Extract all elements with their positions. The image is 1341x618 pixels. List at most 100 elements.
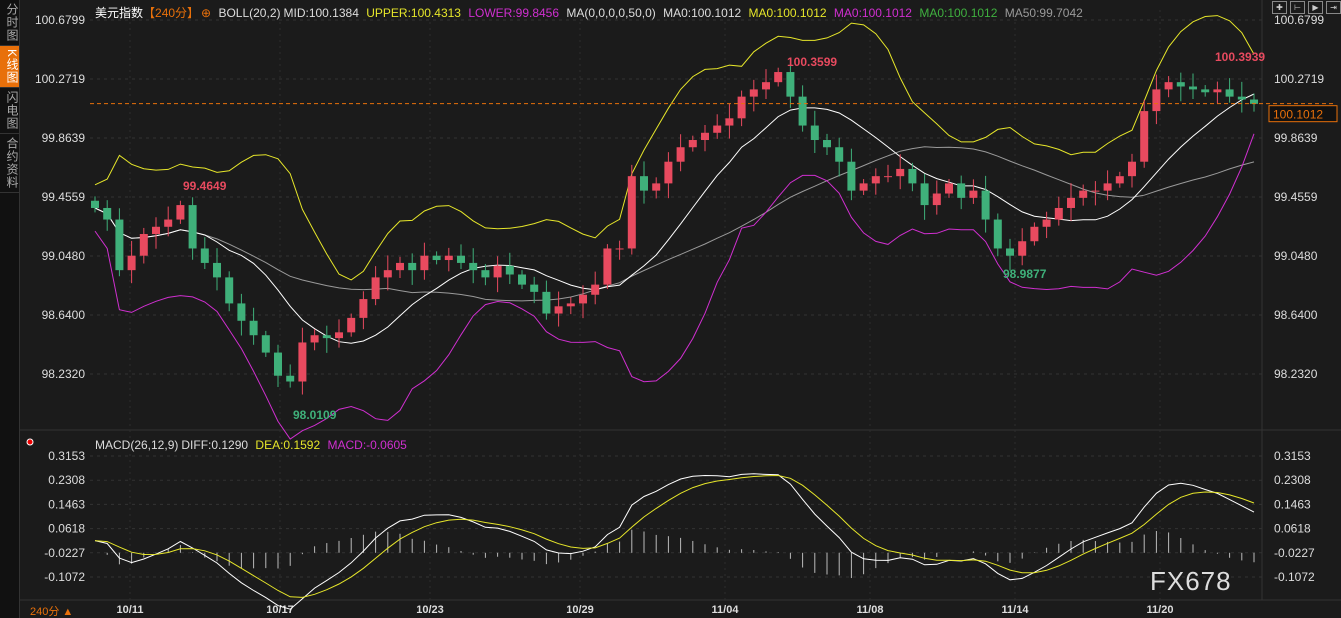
candle-body xyxy=(469,262,478,271)
tab-flash-chart[interactable]: 闪电图 xyxy=(0,88,19,135)
candle-body xyxy=(542,291,551,314)
y-tick-left: 100.2719 xyxy=(35,72,85,86)
candle-body xyxy=(884,176,892,178)
macd-y-tick-left: 0.2308 xyxy=(48,473,85,487)
candle-body xyxy=(1042,219,1051,227)
candle-body xyxy=(969,190,978,198)
candle-body xyxy=(152,226,160,235)
macd-y-tick-right: 0.1463 xyxy=(1274,497,1311,511)
candle-body xyxy=(1018,241,1027,256)
tab-contract-info[interactable]: 合约资料 xyxy=(0,134,19,194)
candle-body xyxy=(725,118,734,126)
watermark: FX678 xyxy=(1150,566,1232,596)
candle-body xyxy=(1237,96,1246,100)
candle-body xyxy=(1164,82,1173,90)
y-tick-right: 100.6799 xyxy=(1274,13,1324,27)
candle-body xyxy=(676,147,685,162)
macd-y-tick-left: 0.0618 xyxy=(48,522,85,536)
boll-lower: LOWER:99.8456 xyxy=(468,6,560,20)
tab-k-line[interactable]: K线图 xyxy=(0,46,19,89)
target-icon[interactable]: ⊕ xyxy=(201,6,212,20)
candle-body xyxy=(554,306,563,314)
candle-body xyxy=(457,255,465,263)
macd-y-tick-right: -0.0227 xyxy=(1274,546,1315,560)
crosshair-icon[interactable]: ✚ xyxy=(1272,1,1287,14)
candle-body xyxy=(1128,161,1136,177)
ma0-a: MA0:100.1012 xyxy=(663,6,742,20)
period-label[interactable]: 【240分】 xyxy=(143,6,200,20)
candle-body xyxy=(591,284,600,295)
macd-y-tick-left: 0.3153 xyxy=(48,449,85,463)
candle-body xyxy=(810,125,819,141)
candle-body xyxy=(200,248,209,263)
candle-body xyxy=(908,168,917,184)
candle-body xyxy=(945,183,953,194)
ma50-label: MA50:99.7042 xyxy=(1004,6,1083,20)
candle-body xyxy=(176,205,185,220)
candle-body xyxy=(896,168,905,177)
macd-y-tick-right: -0.1072 xyxy=(1274,570,1315,584)
candle-body xyxy=(359,299,368,318)
candle-body xyxy=(920,183,929,206)
candle-body xyxy=(1006,248,1014,256)
candle-body xyxy=(518,274,526,285)
play-range-icon[interactable]: ▶ xyxy=(1308,1,1323,14)
macd-y-tick-left: -0.1072 xyxy=(44,570,85,584)
candle-body xyxy=(261,335,270,353)
candle-body xyxy=(408,262,417,271)
move-right-icon[interactable]: ⇥ xyxy=(1326,1,1341,14)
candle-body xyxy=(932,193,941,206)
candle-body xyxy=(798,96,807,126)
boll-upper-line xyxy=(94,15,1255,281)
candle-body xyxy=(774,72,783,83)
macd-legend: MACD(26,12,9) DIFF:0.1290 DEA:0.1592 MACD… xyxy=(95,438,411,452)
macd-name: MACD(26,12,9) xyxy=(95,438,179,452)
candle-body xyxy=(1213,89,1222,93)
timeframe-selector[interactable]: 240分 ▲ xyxy=(30,606,74,618)
ma0-d: MA0:100.1012 xyxy=(919,6,998,20)
candle-body xyxy=(859,183,868,191)
annotation-high: 99.4649 xyxy=(183,179,227,193)
candle-body xyxy=(188,205,197,249)
boll-lower-line xyxy=(94,133,1255,440)
macd-dea: DEA:0.1592 xyxy=(255,438,321,452)
main-legend: 美元指数【240分】 ⊕ BOLL(20,2) MID:100.1384 UPPER… xyxy=(95,4,1087,21)
y-tick-right: 98.6400 xyxy=(1274,308,1318,322)
x-tick-label: 10/23 xyxy=(416,604,444,616)
y-tick-right: 98.2320 xyxy=(1274,367,1318,381)
candle-body xyxy=(310,335,319,343)
zoom-range-icon[interactable]: ⊢ xyxy=(1290,1,1305,14)
candle-body xyxy=(249,320,258,336)
candle-body xyxy=(627,176,636,249)
x-tick-label: 11/08 xyxy=(857,604,884,616)
candle-body xyxy=(213,262,221,278)
sidebar: 分时图 K线图 闪电图 合约资料 xyxy=(0,0,20,618)
candle-body xyxy=(566,303,575,307)
candle-body xyxy=(444,255,453,261)
candle-body xyxy=(1176,82,1185,87)
macd-settings-icon[interactable] xyxy=(26,438,34,446)
x-tick-label: 10/17 xyxy=(266,604,294,616)
current-price-box xyxy=(1268,105,1338,123)
tab-time-chart[interactable]: 分时图 xyxy=(0,0,19,46)
candle-body xyxy=(579,294,587,304)
ma50-line xyxy=(94,146,1255,302)
candle-body xyxy=(383,270,392,278)
candle-body xyxy=(1250,99,1258,104)
candle-body xyxy=(530,284,539,292)
candle-body xyxy=(957,183,966,198)
macd-y-tick-right: 0.3153 xyxy=(1274,449,1311,463)
candle-body xyxy=(139,234,148,256)
candle-body xyxy=(652,183,661,191)
candle-body xyxy=(664,161,673,184)
x-tick-label: 11/20 xyxy=(1147,604,1174,616)
candle-body xyxy=(493,265,502,278)
candle-body xyxy=(432,255,441,261)
boll-upper: UPPER:100.4313 xyxy=(366,6,461,20)
candle-body xyxy=(749,89,758,97)
macd-y-tick-right: 0.0618 xyxy=(1274,522,1311,536)
symbol-label: 美元指数 xyxy=(95,6,144,20)
y-tick-right: 99.8639 xyxy=(1274,131,1318,145)
macd-dea-line xyxy=(94,474,1255,598)
